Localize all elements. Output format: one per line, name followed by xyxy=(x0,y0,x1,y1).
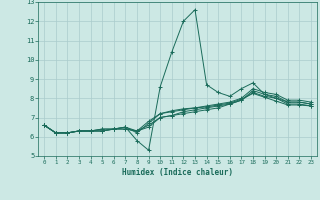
X-axis label: Humidex (Indice chaleur): Humidex (Indice chaleur) xyxy=(122,168,233,177)
